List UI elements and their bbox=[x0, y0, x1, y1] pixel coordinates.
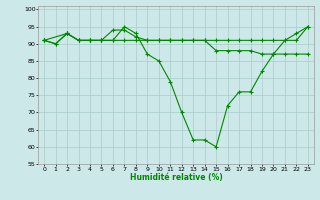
X-axis label: Humidité relative (%): Humidité relative (%) bbox=[130, 173, 222, 182]
